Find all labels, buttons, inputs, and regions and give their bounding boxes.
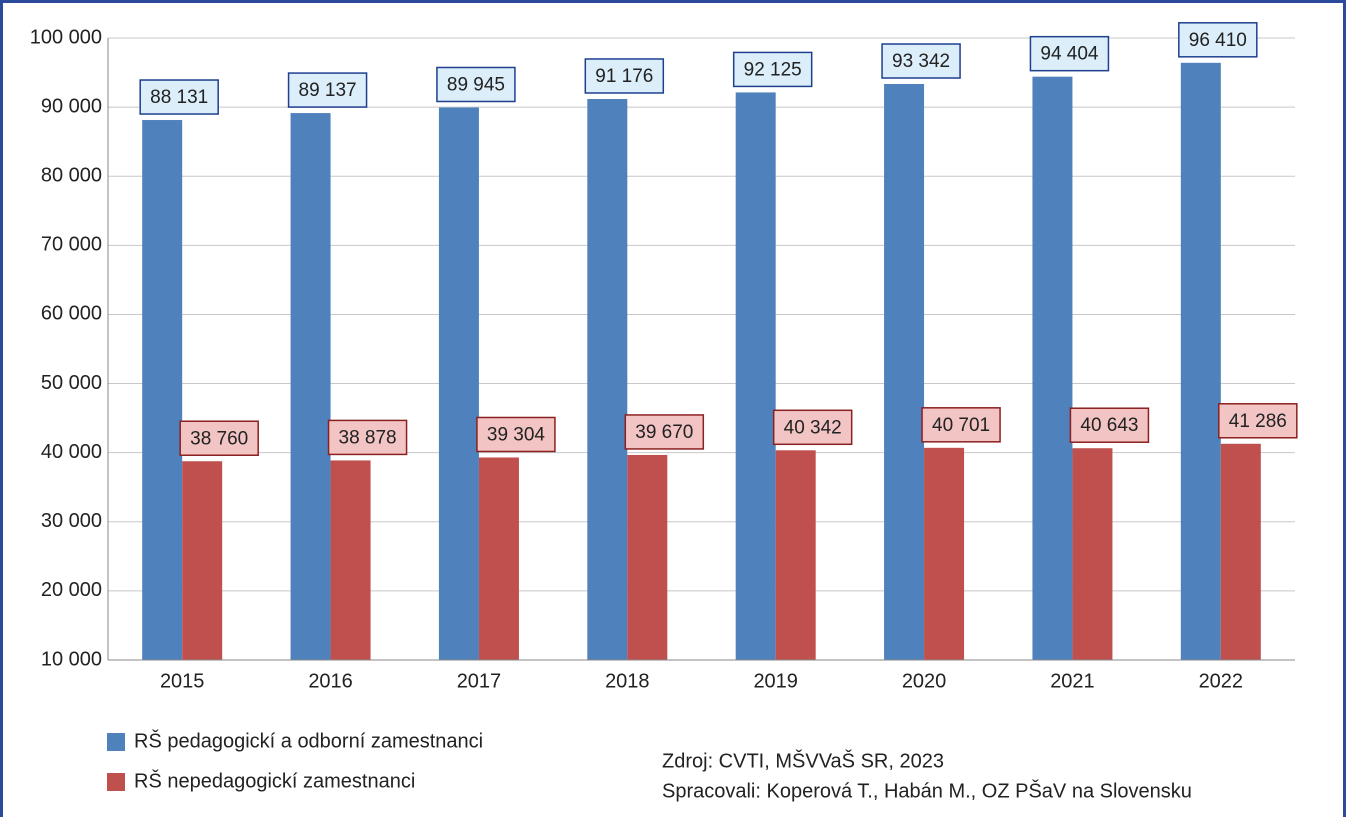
data-label-box [772,409,853,446]
data-label: 40 643 [1080,415,1138,436]
bar [627,454,668,660]
x-tick-label: 2017 [457,670,502,692]
data-label-box [1178,22,1258,58]
bar [735,92,776,661]
y-tick-label: 50 000 [41,372,102,394]
bar [182,461,223,660]
x-tick-label: 2020 [902,670,947,692]
data-label-box [1218,403,1298,439]
bar [924,447,965,660]
data-label: 38 760 [190,428,248,449]
x-tick-label: 2019 [753,670,798,692]
y-tick-label: 70 000 [41,234,102,256]
y-tick-label: 40 000 [41,441,102,463]
data-label-box [287,72,368,108]
data-label: 40 701 [932,415,990,436]
source-note: Spracovali: Koperová T., Habán M., OZ PŠ… [662,779,1192,802]
bar [142,120,183,661]
x-tick-label: 2021 [1050,670,1095,692]
data-label: 38 878 [339,427,397,448]
data-label-box [1029,35,1110,72]
bar [1032,76,1073,661]
data-label-box [436,66,516,103]
bar [884,84,925,661]
data-label: 39 304 [487,424,546,445]
x-tick-label: 2015 [160,670,205,692]
data-label-box [476,416,556,453]
data-label-box [1069,407,1150,443]
data-label: 96 410 [1189,30,1247,51]
data-label-box [584,58,665,94]
data-label-box [179,420,259,456]
legend-swatch [107,733,125,751]
legend-label: RŠ nepedagogickí zamestnanci [134,769,415,792]
bar [1072,448,1113,660]
bar [1180,62,1221,660]
bar [775,450,816,660]
data-label-box [624,414,705,450]
y-tick-label: 90 000 [41,95,102,117]
legend-label: RŠ pedagogickí a odborní zamestnanci [134,729,483,752]
bar [587,98,628,660]
bar [478,457,519,660]
data-label: 94 404 [1040,44,1099,65]
data-label: 91 176 [595,66,653,87]
data-label: 93 342 [892,51,950,72]
y-tick-label: 60 000 [41,303,102,325]
bar [1220,443,1261,660]
data-label-box [327,419,408,456]
data-label: 41 286 [1229,411,1287,432]
data-label: 89 137 [299,80,357,101]
data-label: 40 342 [784,417,842,438]
source-note: Zdroj: CVTI, MŠVVaŠ SR, 2023 [662,749,944,772]
data-label: 39 670 [635,422,693,443]
bar [330,460,371,660]
bar [438,107,479,661]
x-tick-label: 2022 [1199,670,1244,692]
data-label-box [921,407,1001,443]
data-label-box [881,43,961,79]
legend-swatch [107,773,125,791]
data-label: 89 945 [447,75,505,96]
data-label-box [139,79,219,115]
y-tick-label: 100 000 [30,26,102,48]
data-label: 88 131 [150,87,208,108]
y-tick-label: 10 000 [41,648,102,670]
x-tick-label: 2018 [605,670,650,692]
data-label: 92 125 [744,59,802,80]
x-tick-label: 2016 [308,670,353,692]
bar [290,113,331,661]
data-label-box [732,51,813,88]
y-tick-label: 30 000 [41,510,102,532]
y-tick-label: 20 000 [41,579,102,601]
y-tick-label: 80 000 [41,165,102,187]
